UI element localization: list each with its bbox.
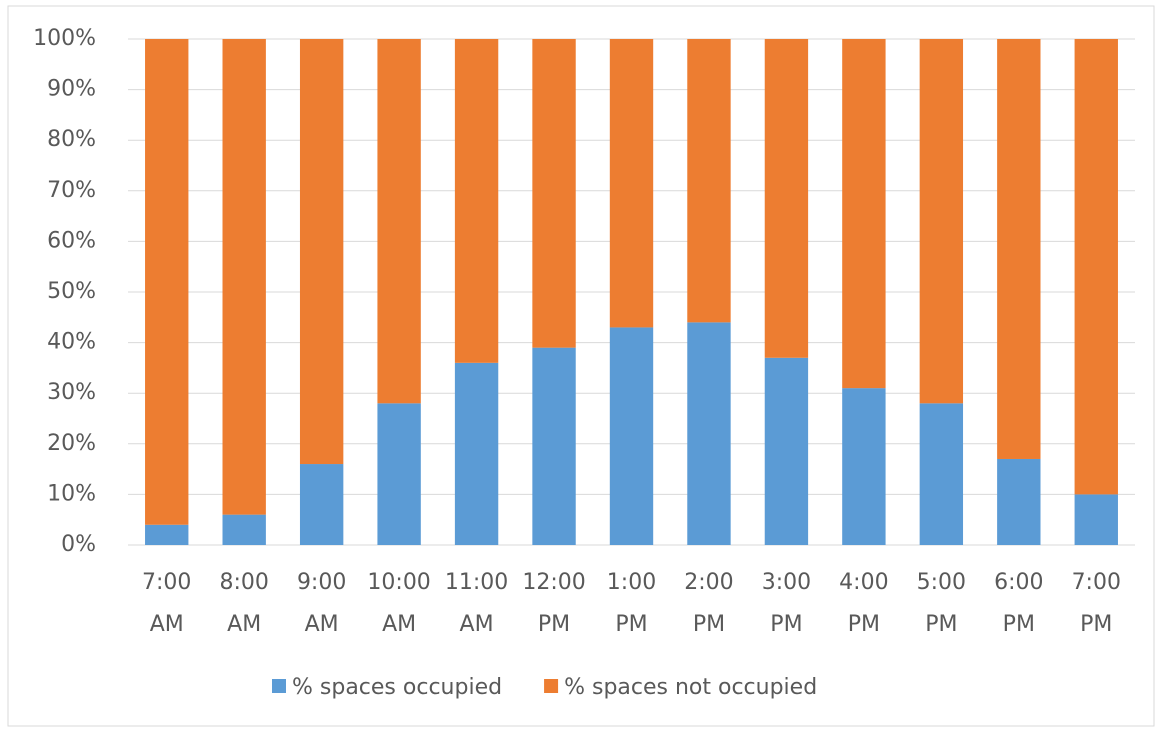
x-tick-label: 5:00 PM (917, 570, 966, 637)
bar-segment (1074, 494, 1118, 545)
legend-label: % spaces not occupied (564, 675, 817, 700)
x-tick-label: 2:00 PM (684, 570, 733, 637)
legend-swatch (544, 679, 559, 693)
bar-segment (299, 464, 344, 545)
x-tick-label: 7:00 AM (142, 570, 191, 637)
x-tick-label: 3:00 PM (762, 570, 811, 637)
y-tick-label: 10% (47, 481, 96, 506)
x-tick-label: 9:00 AM (297, 570, 346, 637)
bar-segment (222, 514, 266, 545)
bar-segment (454, 362, 499, 545)
legend-swatch (272, 679, 286, 693)
bar-segment (222, 39, 266, 515)
y-tick-label: 20% (47, 431, 96, 456)
bar-segment (609, 327, 654, 545)
bar-segment (687, 39, 731, 323)
x-tick-label: 6:00 PM (994, 570, 1043, 637)
x-tick-label: 12:00 PM (522, 570, 585, 637)
bar-segment (997, 458, 1041, 545)
y-tick-label: 100% (33, 26, 96, 51)
bar-segment (532, 347, 576, 545)
bar-segment (919, 403, 964, 545)
y-tick-label: 30% (47, 380, 96, 405)
x-tick-label: 8:00 AM (219, 570, 268, 637)
x-tick-label: 11:00 AM (445, 570, 508, 637)
x-tick-label: 1:00 PM (607, 570, 656, 637)
bar-segment (919, 39, 964, 404)
bar-segment (764, 39, 809, 358)
y-tick-label: 50% (47, 279, 96, 304)
x-tick-label: 4:00 PM (839, 570, 888, 637)
bar-segment (842, 39, 886, 389)
y-tick-label: 0% (61, 532, 96, 557)
bar-segment (454, 39, 499, 363)
bar-segment (687, 322, 731, 545)
bar-segment (997, 39, 1041, 459)
bar-segment (377, 39, 421, 404)
bar-segment (764, 357, 809, 545)
bar-segment (145, 39, 189, 525)
y-tick-label: 40% (47, 330, 96, 355)
x-tick-label: 7:00 PM (1072, 570, 1121, 637)
bar-segment (1074, 39, 1118, 495)
legend-label: % spaces occupied (292, 675, 502, 700)
bar-segment (532, 39, 576, 348)
x-tick-label: 10:00 AM (367, 570, 430, 637)
bar-segment (609, 39, 654, 328)
bar-segment (145, 524, 189, 545)
y-tick-label: 70% (47, 178, 96, 203)
y-tick-label: 60% (47, 228, 96, 253)
y-tick-label: 80% (47, 127, 96, 152)
bar-segment (377, 403, 421, 545)
bar-segment (842, 388, 886, 545)
bar-segment (299, 39, 344, 465)
y-tick-label: 90% (47, 77, 96, 102)
